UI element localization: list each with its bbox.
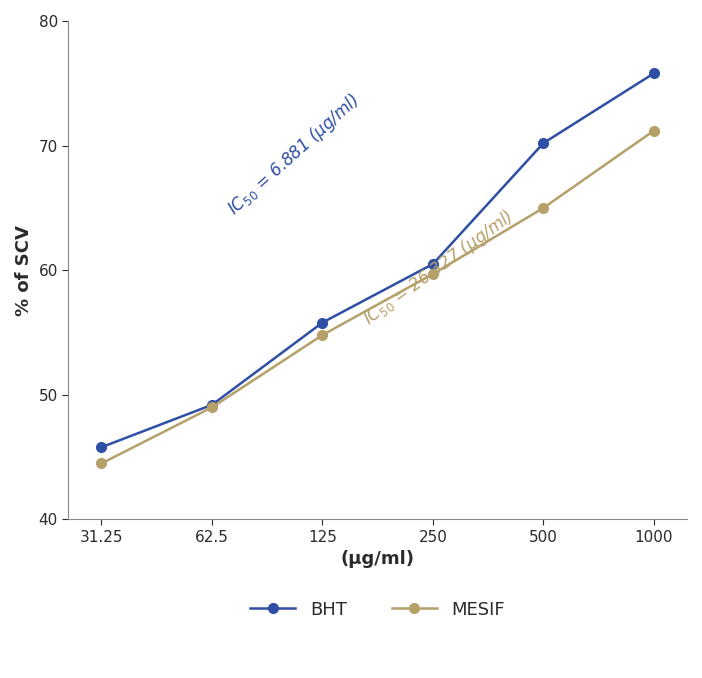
Line: MESIF: MESIF — [97, 126, 658, 468]
BHT — [318, 319, 326, 327]
MESIF — [429, 270, 437, 278]
MESIF — [539, 204, 548, 212]
Line: BHT: BHT — [97, 68, 658, 452]
BHT — [98, 443, 106, 452]
BHT — [539, 139, 548, 147]
X-axis label: (μg/ml): (μg/ml) — [340, 551, 415, 568]
MESIF — [318, 331, 326, 339]
Y-axis label: % of SCV: % of SCV — [15, 225, 33, 316]
MESIF — [208, 403, 216, 412]
Text: IC$_{50}$ = 26.327 (μg/ml): IC$_{50}$ = 26.327 (μg/ml) — [359, 206, 518, 330]
MESIF — [98, 460, 106, 468]
BHT — [649, 69, 658, 77]
Text: IC$_{50}$ = 6.881 (μg/ml): IC$_{50}$ = 6.881 (μg/ml) — [223, 90, 364, 220]
BHT — [208, 401, 216, 409]
MESIF — [649, 127, 658, 135]
BHT — [429, 260, 437, 268]
Legend: BHT, MESIF: BHT, MESIF — [243, 593, 512, 626]
